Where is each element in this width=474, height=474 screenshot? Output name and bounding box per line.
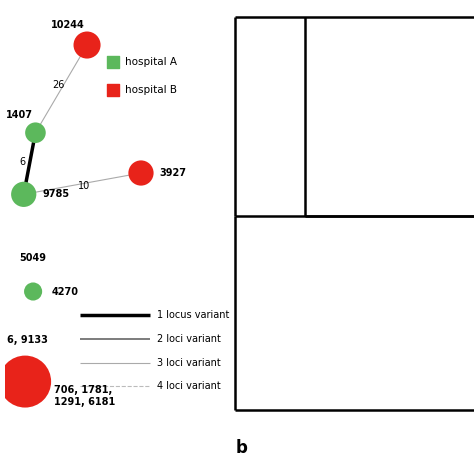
Text: 10244: 10244 — [51, 20, 85, 30]
Text: 26: 26 — [53, 80, 65, 91]
Point — [29, 288, 37, 295]
Text: 10: 10 — [78, 181, 90, 191]
Text: 1407: 1407 — [6, 109, 33, 120]
Text: 9785: 9785 — [43, 189, 70, 200]
Text: hospital A: hospital A — [125, 56, 176, 67]
Text: 3 loci variant: 3 loci variant — [157, 357, 221, 368]
Text: 6, 9133: 6, 9133 — [7, 335, 48, 346]
Text: 6: 6 — [20, 157, 26, 167]
Point — [109, 86, 117, 94]
Point — [20, 191, 27, 198]
Text: 1 locus variant: 1 locus variant — [157, 310, 230, 320]
Text: 706, 1781,
1291, 6181: 706, 1781, 1291, 6181 — [54, 385, 116, 407]
Point — [137, 169, 145, 177]
Point — [21, 378, 29, 385]
Point — [32, 129, 39, 137]
Text: 2 loci variant: 2 loci variant — [157, 334, 221, 344]
Text: hospital B: hospital B — [125, 85, 176, 95]
Text: 3927: 3927 — [160, 168, 187, 178]
Text: 4270: 4270 — [52, 286, 79, 297]
Text: 5049: 5049 — [19, 253, 46, 264]
Text: 4 loci variant: 4 loci variant — [157, 381, 221, 392]
Text: b: b — [236, 439, 248, 457]
Point — [109, 58, 117, 65]
Point — [83, 41, 91, 49]
